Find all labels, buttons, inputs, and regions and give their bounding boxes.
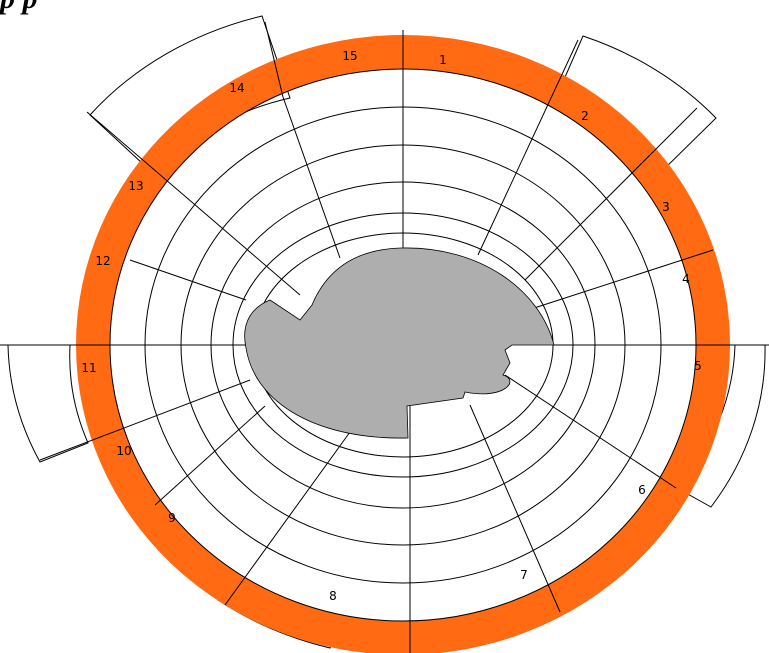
segment-label-2: 2 — [581, 109, 589, 123]
segment-label-5: 5 — [694, 359, 702, 373]
segment-label-4: 4 — [682, 272, 690, 286]
radial-line-6 — [469, 404, 561, 613]
radial-line-15 — [224, 431, 351, 606]
radial-line-9 — [282, 96, 341, 259]
radial-line-11 — [129, 259, 247, 301]
segment-label-12: 12 — [95, 254, 110, 268]
segment-label-11: 11 — [81, 361, 96, 375]
segment-label-1: 1 — [439, 53, 447, 67]
radial-line-10 — [264, 21, 284, 98]
segment-label-7: 7 — [520, 568, 528, 582]
radial-line-5 — [477, 39, 579, 256]
segment-label-9: 9 — [168, 511, 176, 525]
radial-line-13 — [39, 379, 251, 461]
gray-core — [244, 247, 555, 439]
segment-label-14: 14 — [229, 81, 244, 95]
segment-label-6: 6 — [638, 483, 646, 497]
radial-line-7 — [527, 249, 714, 311]
segment-label-3: 3 — [662, 200, 670, 214]
cut-off-title: p p — [0, 0, 38, 16]
radial-line-14 — [504, 374, 677, 489]
segment-label-15: 15 — [342, 49, 357, 63]
radial-lines — [0, 21, 769, 653]
sector-frame-left — [7, 344, 89, 463]
sector-frame-right — [676, 344, 766, 508]
radial-line-8 — [524, 107, 698, 281]
segment-label-8: 8 — [329, 589, 337, 603]
radial-line-12 — [86, 111, 301, 296]
radial-line-16 — [154, 405, 266, 506]
segment-label-13: 13 — [128, 179, 143, 193]
segment-label-10: 10 — [116, 444, 131, 458]
